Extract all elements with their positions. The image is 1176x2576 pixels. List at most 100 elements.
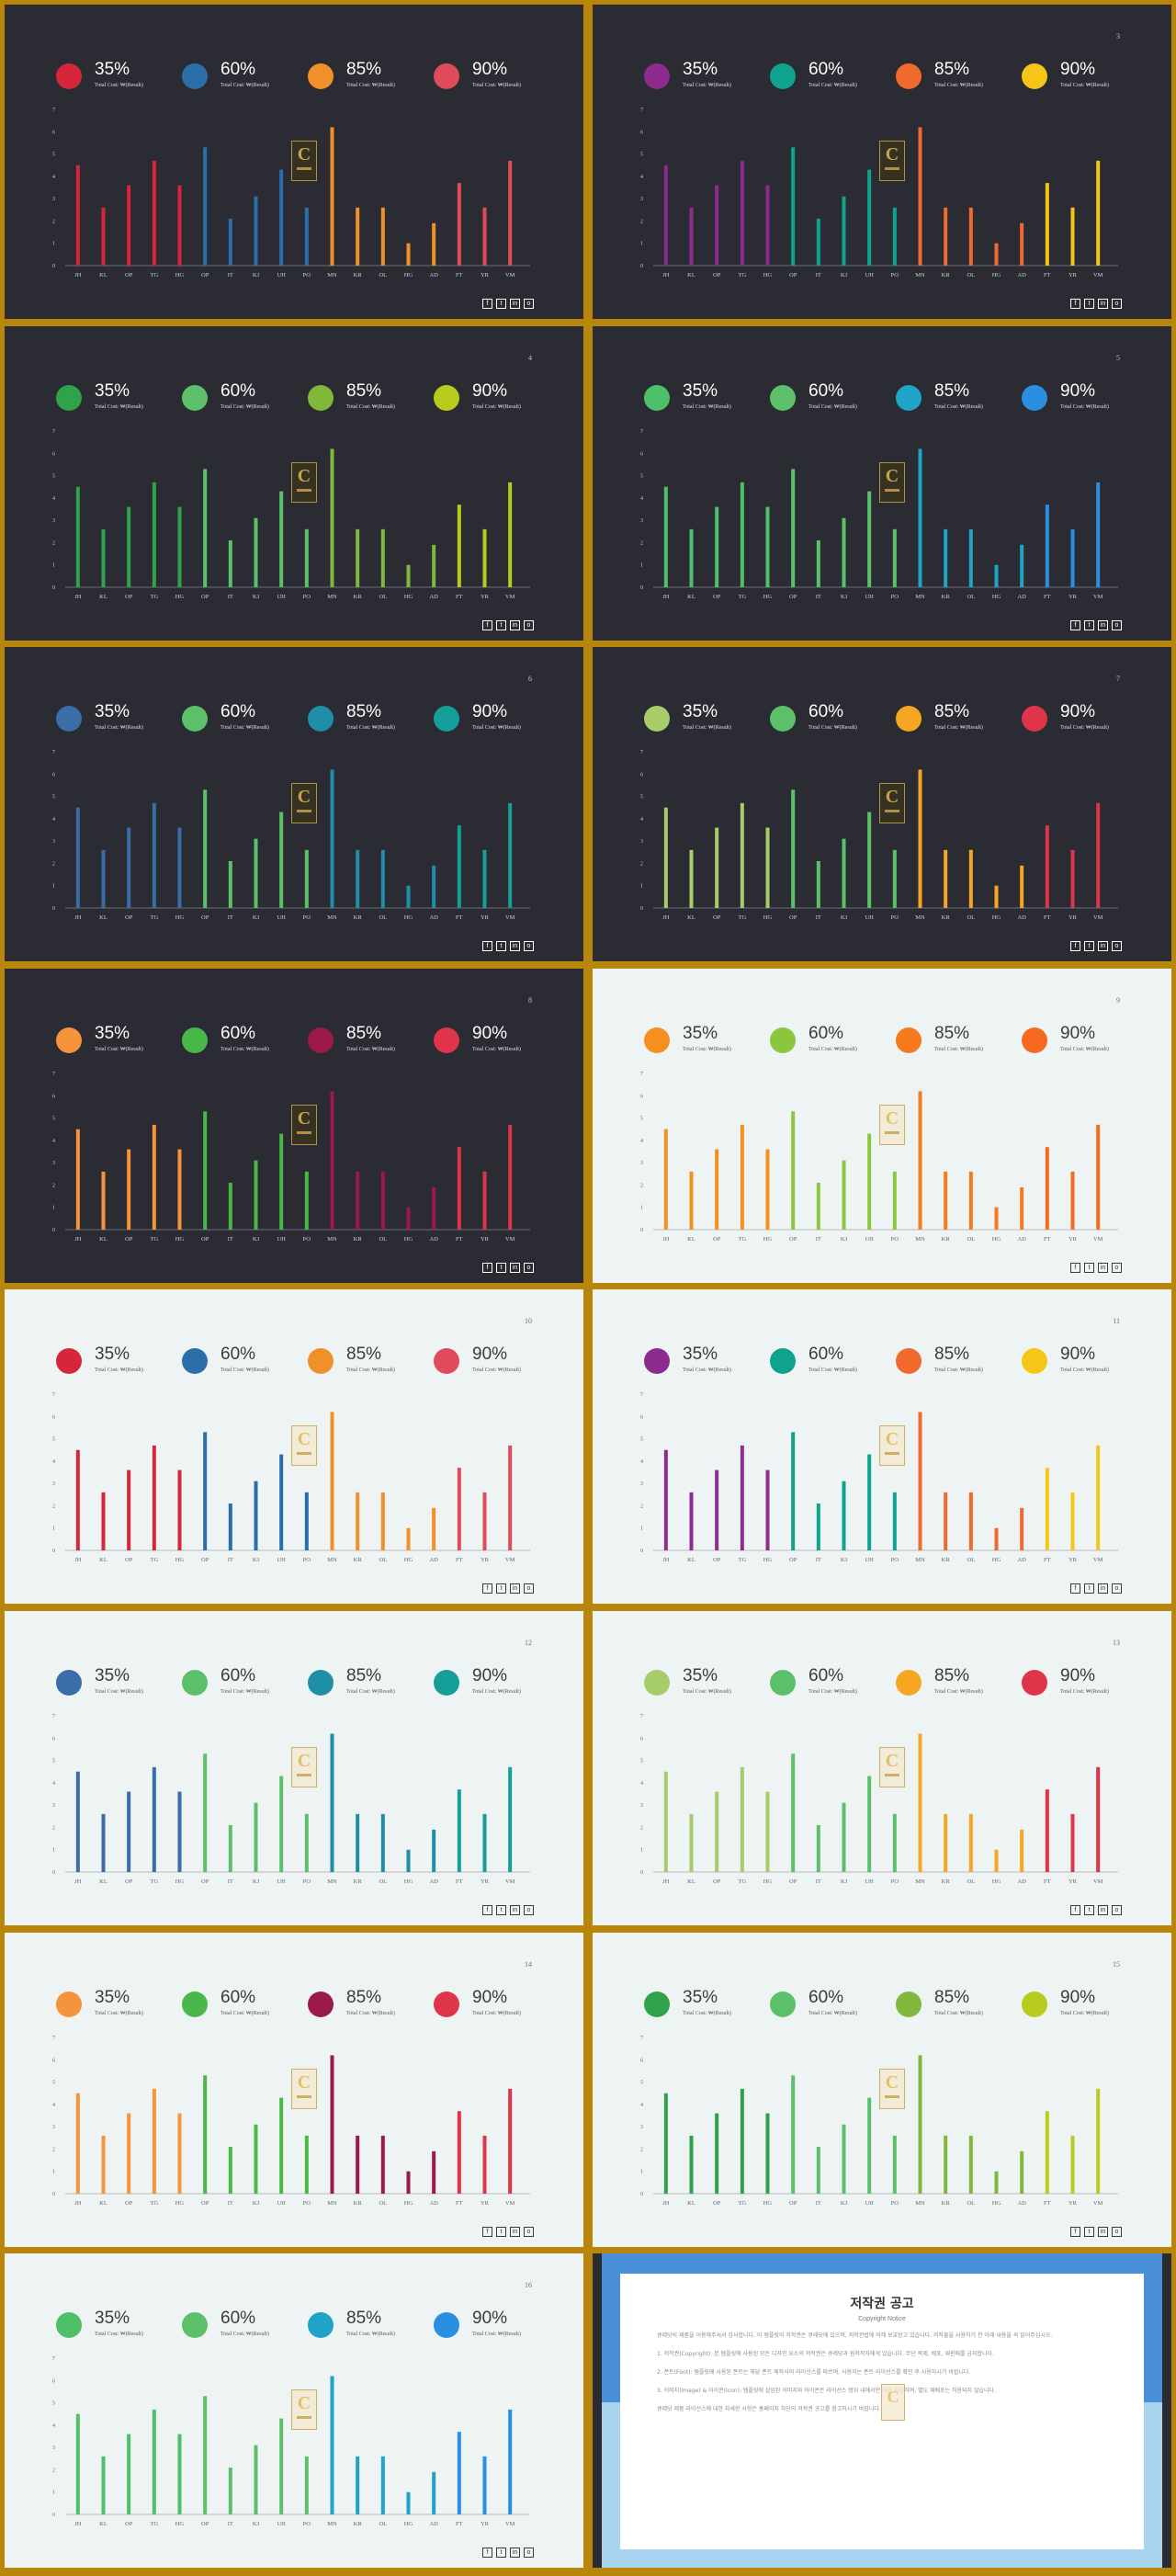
bar (663, 486, 668, 587)
instagram-icon[interactable]: o (1112, 1583, 1122, 1594)
linkedin-icon[interactable]: in (510, 2226, 520, 2237)
bar (740, 1766, 744, 1872)
facebook-icon[interactable]: f (1070, 1905, 1080, 1915)
stat-sub-label: Total Cost: ₩(Result) (934, 2010, 983, 2016)
x-tick-label: OL (967, 272, 975, 278)
facebook-icon[interactable]: f (1070, 1583, 1080, 1594)
stat-sub-label: Total Cost: ₩(Result) (95, 1046, 143, 1052)
instagram-icon[interactable]: o (524, 1262, 534, 1273)
linkedin-icon[interactable]: in (1098, 941, 1108, 952)
linkedin-icon[interactable]: in (510, 1262, 520, 1273)
stat-sub-label: Total Cost: ₩(Result) (220, 403, 269, 410)
facebook-icon[interactable]: f (1070, 1262, 1080, 1273)
instagram-icon[interactable]: o (1112, 2226, 1122, 2237)
twitter-icon[interactable]: t (1084, 619, 1094, 630)
facebook-icon[interactable]: f (1070, 619, 1080, 630)
stat-item: 35% Total Cost: ₩(Result) (56, 698, 185, 739)
facebook-icon[interactable]: f (482, 1583, 492, 1594)
linkedin-icon[interactable]: in (510, 619, 520, 630)
watermark-logo: C (291, 2068, 317, 2109)
linkedin-icon[interactable]: in (510, 2548, 520, 2559)
instagram-icon[interactable]: o (1112, 941, 1122, 952)
x-tick-label: HG (404, 594, 413, 600)
twitter-icon[interactable]: t (1084, 2226, 1094, 2237)
bar (892, 1813, 897, 1872)
stats-row: 35% Total Cost: ₩(Result) 60% Total Cost: ₩… (56, 698, 547, 739)
linkedin-icon[interactable]: in (510, 941, 520, 952)
x-tick-label: HG (404, 1557, 413, 1563)
x-tick-label: PO (891, 272, 899, 278)
stat-percent: 60% (220, 702, 256, 722)
x-tick-label: JH (74, 2521, 82, 2527)
instagram-icon[interactable]: o (524, 1905, 534, 1915)
y-tick-label: 5 (52, 1759, 55, 1765)
bar (228, 2468, 232, 2515)
facebook-icon[interactable]: f (1070, 941, 1080, 952)
instagram-icon[interactable]: o (524, 2226, 534, 2237)
twitter-icon[interactable]: t (496, 1583, 506, 1594)
instagram-icon[interactable]: o (524, 2548, 534, 2559)
facebook-icon[interactable]: f (482, 619, 492, 630)
bar (867, 1454, 872, 1551)
y-tick-label: 6 (640, 1736, 643, 1742)
y-tick-label: 2 (52, 1504, 55, 1510)
x-tick-label: KR (354, 1557, 363, 1563)
social-icons: f t in o (1070, 619, 1125, 631)
linkedin-icon[interactable]: in (510, 1905, 520, 1915)
linkedin-icon[interactable]: in (1098, 1583, 1108, 1594)
instagram-icon[interactable]: o (1112, 1262, 1122, 1273)
twitter-icon[interactable]: t (496, 1262, 506, 1273)
twitter-icon[interactable]: t (1084, 1583, 1094, 1594)
facebook-icon[interactable]: f (482, 941, 492, 952)
facebook-icon[interactable]: f (482, 1905, 492, 1915)
instagram-icon[interactable]: o (1112, 619, 1122, 630)
twitter-icon[interactable]: t (1084, 941, 1094, 952)
twitter-icon[interactable]: t (496, 2548, 506, 2559)
linkedin-icon[interactable]: in (1098, 299, 1108, 309)
facebook-icon[interactable]: f (1070, 2226, 1080, 2237)
instagram-icon[interactable]: o (524, 941, 534, 952)
facebook-icon[interactable]: f (1070, 299, 1080, 309)
y-tick-label: 7 (640, 1392, 643, 1398)
linkedin-icon[interactable]: in (1098, 2226, 1108, 2237)
linkedin-icon[interactable]: in (1098, 1905, 1108, 1915)
y-tick-label: 1 (52, 562, 55, 568)
twitter-icon[interactable]: t (496, 1905, 506, 1915)
linkedin-icon[interactable]: in (510, 1583, 520, 1594)
facebook-icon[interactable]: f (482, 299, 492, 309)
y-tick-label: 1 (52, 1206, 55, 1211)
linkedin-icon[interactable]: in (1098, 1262, 1108, 1273)
linkedin-icon[interactable]: in (510, 299, 520, 309)
twitter-icon[interactable]: t (1084, 299, 1094, 309)
facebook-icon[interactable]: f (482, 2548, 492, 2559)
instagram-icon[interactable]: o (524, 1583, 534, 1594)
twitter-icon[interactable]: t (1084, 1905, 1094, 1915)
instagram-icon[interactable]: o (524, 619, 534, 630)
instagram-icon[interactable]: o (524, 299, 534, 309)
facebook-icon[interactable]: f (482, 2226, 492, 2237)
bar (1020, 1508, 1024, 1551)
twitter-icon[interactable]: t (496, 619, 506, 630)
x-tick-label: AD (1017, 594, 1026, 600)
linkedin-icon[interactable]: in (1098, 619, 1108, 630)
bar (152, 160, 156, 266)
bar (715, 1470, 719, 1551)
twitter-icon[interactable]: t (1084, 1262, 1094, 1273)
x-tick-label: OP (201, 914, 209, 921)
x-tick-label: OP (201, 1557, 209, 1563)
twitter-icon[interactable]: t (496, 941, 506, 952)
x-tick-label: HG (175, 594, 185, 600)
stat-item: 35% Total Cost: ₩(Result) (56, 378, 185, 418)
facebook-icon[interactable]: f (482, 1262, 492, 1273)
x-tick-label: IT (228, 1878, 233, 1885)
x-tick-label: OL (967, 2200, 975, 2207)
instagram-icon[interactable]: o (1112, 1905, 1122, 1915)
x-tick-label: KJ (253, 1878, 260, 1885)
bar (304, 207, 309, 266)
bar (75, 807, 80, 909)
x-tick-label: VM (1093, 272, 1103, 278)
instagram-icon[interactable]: o (1112, 299, 1122, 309)
bar (1070, 207, 1075, 266)
twitter-icon[interactable]: t (496, 2226, 506, 2237)
twitter-icon[interactable]: t (496, 299, 506, 309)
